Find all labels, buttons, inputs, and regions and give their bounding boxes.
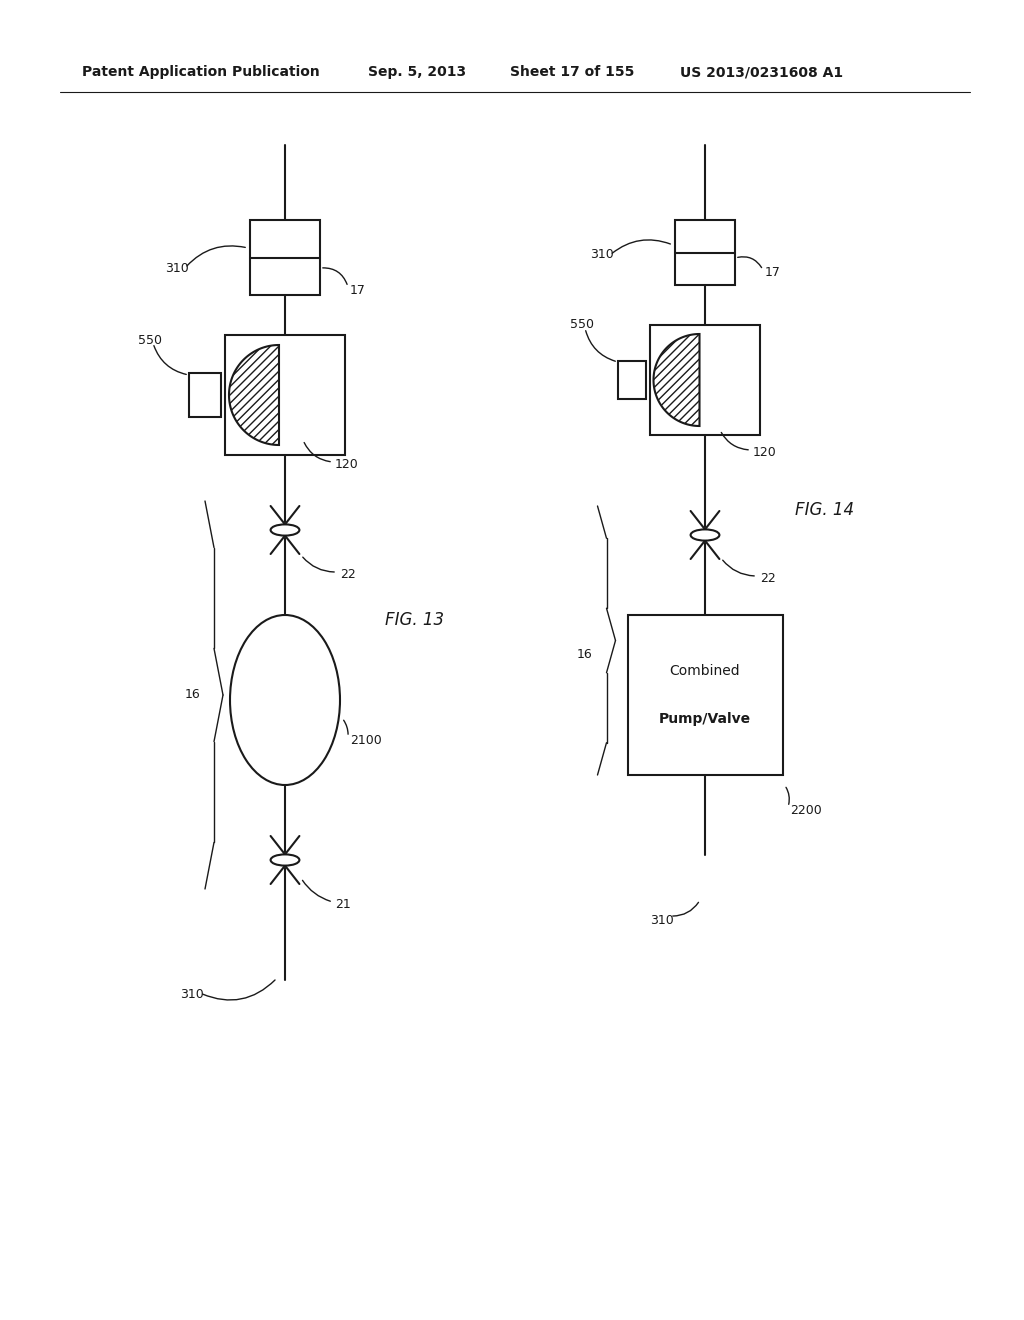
Text: 21: 21	[335, 899, 351, 912]
Bar	[225, 335, 345, 455]
Text: 2200: 2200	[790, 804, 821, 817]
Text: 310: 310	[590, 248, 613, 261]
Text: FIG. 13: FIG. 13	[385, 611, 444, 630]
Text: 120: 120	[335, 458, 358, 471]
Text: Sep. 5, 2013: Sep. 5, 2013	[368, 65, 466, 79]
Text: 310: 310	[650, 913, 674, 927]
Text: Patent Application Publication: Patent Application Publication	[82, 65, 319, 79]
Polygon shape	[229, 345, 279, 445]
Text: 16: 16	[577, 648, 593, 661]
Text: 550: 550	[138, 334, 162, 346]
Text: 16: 16	[184, 689, 200, 701]
Text: 17: 17	[765, 265, 781, 279]
Ellipse shape	[230, 615, 340, 785]
Text: 22: 22	[760, 572, 776, 585]
Ellipse shape	[270, 854, 299, 866]
Bar	[189, 374, 221, 417]
Bar	[250, 220, 319, 294]
Text: Sheet 17 of 155: Sheet 17 of 155	[510, 65, 635, 79]
Text: 120: 120	[753, 446, 777, 458]
Text: 310: 310	[165, 261, 188, 275]
Text: FIG. 14: FIG. 14	[795, 502, 854, 519]
Text: 550: 550	[570, 318, 594, 331]
Text: Combined: Combined	[670, 664, 740, 678]
Ellipse shape	[690, 529, 720, 541]
Bar	[650, 325, 760, 436]
Text: US 2013/0231608 A1: US 2013/0231608 A1	[680, 65, 843, 79]
Bar	[618, 360, 646, 399]
Text: 17: 17	[350, 284, 366, 297]
Text: 22: 22	[340, 569, 355, 582]
Polygon shape	[653, 334, 699, 426]
Text: 310: 310	[180, 989, 204, 1002]
Bar	[675, 220, 735, 285]
Text: Pump/Valve: Pump/Valve	[658, 711, 751, 726]
Bar	[628, 615, 782, 775]
Text: 2100: 2100	[350, 734, 382, 747]
Ellipse shape	[270, 524, 299, 536]
